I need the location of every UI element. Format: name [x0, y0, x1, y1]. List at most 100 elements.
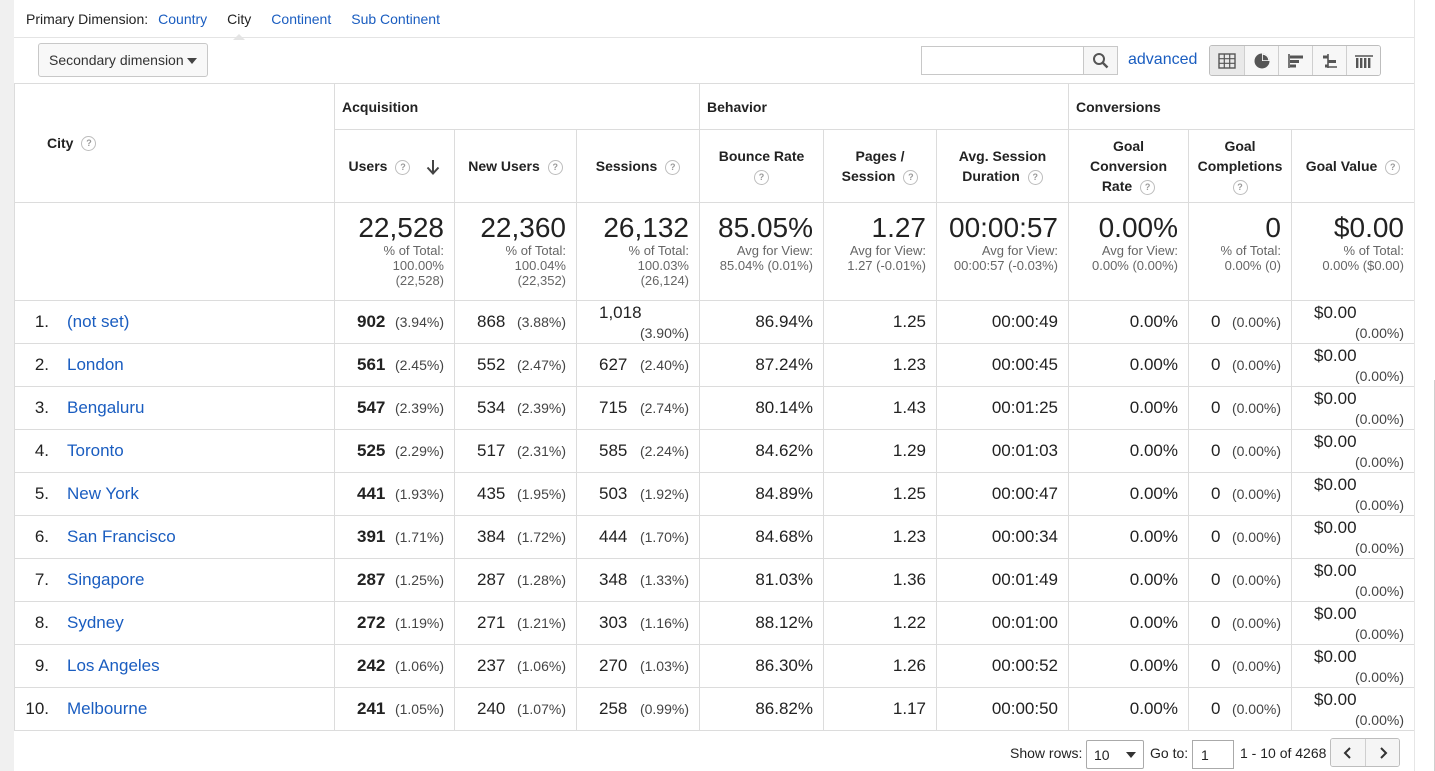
avg-session-duration-cell: 00:00:49 — [936, 300, 1069, 344]
goal-completions-percent: (0.00%) — [1231, 658, 1281, 674]
goal-completions-percent: (0.00%) — [1231, 357, 1281, 373]
goal-conversion-rate-value: 0.00% — [1129, 613, 1178, 632]
goal-conversion-rate-column-header[interactable]: Goal Conversion Rate? — [1068, 129, 1189, 203]
avg-session-duration-cell: 00:00:34 — [936, 515, 1069, 559]
dimension-city-selected[interactable]: City — [227, 10, 252, 40]
city-link[interactable]: Los Angeles — [67, 656, 160, 675]
row-index: 5. — [34, 484, 49, 503]
sessions-percent: (2.74%) — [639, 400, 689, 416]
new-users-percent: (1.95%) — [516, 486, 566, 502]
performance-view-button[interactable] — [1278, 46, 1312, 75]
dimension-sub-continent-link[interactable]: Sub Continent — [351, 10, 440, 27]
goal-conversion-rate-value: 0.00% — [1129, 699, 1178, 718]
sort-descending-icon[interactable] — [426, 159, 440, 176]
city-link[interactable]: New York — [67, 484, 139, 503]
users-value: 902 — [357, 312, 386, 331]
users-cell: 287 (1.25%) — [334, 558, 455, 602]
help-icon[interactable]: ? — [81, 136, 97, 152]
dimension-continent-link[interactable]: Continent — [271, 10, 332, 27]
total-caption: % of Total: — [505, 243, 566, 258]
sessions-value: 627 — [599, 355, 628, 374]
goal-value-percent: (0.00%) — [1354, 712, 1404, 728]
new-users-percent: (1.07%) — [516, 701, 566, 717]
goal-conversion-rate-cell: 0.00% — [1068, 601, 1189, 645]
goal-conversion-rate-cell: 0.00% — [1068, 386, 1189, 430]
goto-page-input[interactable]: 1 — [1192, 740, 1234, 769]
city-link[interactable]: Melbourne — [67, 699, 148, 718]
users-column-header[interactable]: Users? — [334, 129, 455, 203]
users-header-label: Users — [348, 158, 388, 174]
secondary-dimension-dropdown[interactable]: Secondary dimension — [38, 43, 208, 77]
previous-page-button[interactable] — [1331, 739, 1365, 766]
help-icon[interactable]: ? — [395, 159, 411, 175]
help-icon[interactable]: ? — [903, 169, 919, 185]
goal-conversion-rate-cell: 0.00% — [1068, 558, 1189, 602]
new-users-cell: 240 (1.07%) — [454, 687, 577, 731]
pie-view-button[interactable] — [1244, 46, 1278, 75]
help-icon[interactable]: ? — [1027, 169, 1043, 185]
goal-value-percent: (0.00%) — [1354, 669, 1404, 685]
goal-completions-value: 0 — [1211, 699, 1221, 718]
city-link[interactable]: Bengaluru — [67, 398, 145, 417]
goal-completions-column-header[interactable]: Goal Completions? — [1188, 129, 1292, 203]
performance-view-icon — [1287, 53, 1303, 68]
pages-per-session-value: 1.43 — [892, 398, 926, 417]
new-users-percent: (1.72%) — [516, 529, 566, 545]
help-icon[interactable]: ? — [547, 159, 563, 175]
city-column-header[interactable]: City? — [14, 83, 335, 203]
dimension-country-link[interactable]: Country — [158, 10, 208, 27]
help-icon[interactable]: ? — [1140, 179, 1156, 195]
goto-label: Go to: — [1150, 745, 1189, 761]
goal-value-cell: $0.00 (0.00%) — [1291, 601, 1415, 645]
table-row: 5. New York 441 (1.93%) 435 (1.95%) 503 (1.92%)… — [14, 472, 1415, 516]
table-view-button[interactable] — [1210, 46, 1244, 75]
new-users-column-header[interactable]: New Users? — [454, 129, 577, 203]
goal-value-cell: $0.00 (0.00%) — [1291, 300, 1415, 344]
pages-per-session-column-header[interactable]: Pages / Session? — [823, 129, 937, 203]
pages-per-session-value: 1.26 — [892, 656, 926, 675]
sessions-column-header[interactable]: Sessions? — [576, 129, 700, 203]
users-percent: (1.71%) — [394, 529, 444, 545]
bounce-rate-value: 86.30% — [755, 656, 813, 675]
city-link[interactable]: Toronto — [67, 441, 124, 460]
help-icon[interactable]: ? — [1385, 159, 1401, 175]
avg-session-duration-value: 00:00:45 — [991, 355, 1058, 374]
users-value: 242 — [357, 656, 386, 675]
help-icon[interactable]: ? — [665, 159, 681, 175]
help-icon[interactable]: ? — [754, 169, 769, 185]
next-page-button[interactable] — [1365, 739, 1399, 766]
bounce-rate-cell: 86.82% — [699, 687, 824, 731]
avg-session-duration-column-header[interactable]: Avg. Session Duration? — [936, 129, 1069, 203]
report-panel: Primary Dimension: Country City Continen… — [14, 0, 1415, 771]
gc-header-line2: Completions — [1197, 158, 1283, 174]
pages-header-line2: Session — [841, 168, 896, 184]
gcr-total: 0.00% — [1098, 212, 1178, 243]
sessions-percent: (1.70%) — [639, 529, 689, 545]
bounce-rate-column-header[interactable]: Bounce Rate? — [699, 129, 824, 203]
pages-per-session-cell: 1.25 — [823, 472, 937, 516]
city-link[interactable]: Sydney — [67, 613, 124, 632]
city-link[interactable]: London — [67, 355, 124, 374]
goal-value-value: $0.00 — [1314, 389, 1357, 408]
new-users-value: 287 — [477, 570, 506, 589]
city-link[interactable]: San Francisco — [67, 527, 176, 546]
row-index: 6. — [34, 527, 49, 546]
new-users-cell: 384 (1.72%) — [454, 515, 577, 559]
pivot-view-button[interactable] — [1346, 46, 1380, 75]
comparison-view-icon — [1322, 53, 1337, 68]
city-cell: 5. New York — [14, 472, 335, 516]
table-search-input[interactable] — [922, 47, 1084, 74]
comparison-view-button[interactable] — [1312, 46, 1346, 75]
city-link[interactable]: Singapore — [67, 570, 145, 589]
sessions-cell: 715 (2.74%) — [576, 386, 700, 430]
pie-view-icon — [1254, 53, 1269, 68]
goal-value-column-header[interactable]: Goal Value? — [1291, 129, 1415, 203]
advanced-filter-link[interactable]: advanced — [1128, 51, 1198, 68]
page-scrollbar[interactable] — [1414, 0, 1435, 771]
show-rows-select[interactable]: 10 — [1086, 740, 1144, 769]
total-percent: 100.04% — [514, 258, 566, 273]
city-link[interactable]: (not set) — [67, 312, 130, 331]
search-button[interactable] — [1084, 47, 1117, 74]
pages-per-session-cell: 1.43 — [823, 386, 937, 430]
help-icon[interactable]: ? — [1232, 179, 1248, 195]
